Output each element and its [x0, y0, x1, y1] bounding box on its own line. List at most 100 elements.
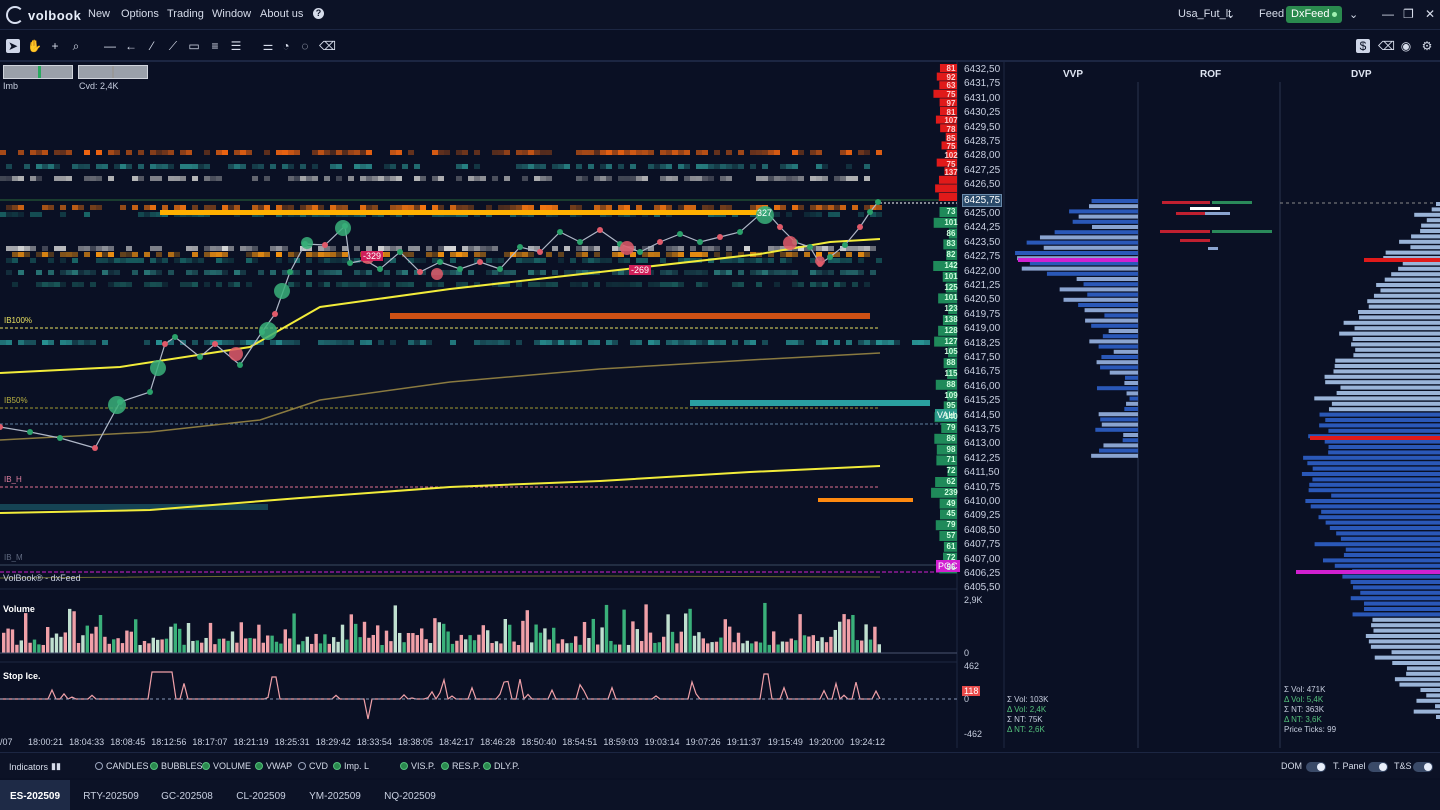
- tab-rty[interactable]: RTY-202509: [83, 791, 139, 802]
- vvp-bar: [1078, 303, 1138, 307]
- menu-about[interactable]: About us: [260, 8, 304, 20]
- heatmap-cell: [342, 205, 348, 210]
- menu-trading[interactable]: Trading: [167, 8, 204, 20]
- toggle-resp[interactable]: RES.P.: [441, 761, 480, 771]
- volume-bar: [600, 627, 604, 653]
- feed-chevron-icon[interactable]: ⌄: [1349, 9, 1359, 21]
- volume-bar: [644, 604, 648, 653]
- time-label: 19:20:00: [808, 737, 844, 747]
- heatmap-cell: [414, 246, 420, 251]
- volume-bar: [222, 638, 226, 653]
- restore-icon[interactable]: ❐: [1403, 7, 1414, 21]
- clear-icon[interactable]: ⌫: [1378, 39, 1395, 53]
- heatmap-cell: [216, 252, 222, 257]
- workspace-select[interactable]: Usa_Fut_lt: [1178, 8, 1232, 20]
- heatmap-cell: [102, 246, 108, 251]
- dollar-icon[interactable]: $: [1356, 39, 1370, 53]
- candles-radio[interactable]: [95, 762, 103, 770]
- pointer-icon[interactable]: ➤: [6, 39, 20, 53]
- volume-bar: [653, 642, 657, 653]
- price-label: 6406,25: [964, 568, 1001, 579]
- heatmap-cell: [534, 282, 540, 287]
- comment-icon[interactable]: ◌: [301, 39, 309, 53]
- heatmap-cell: [618, 252, 624, 257]
- minimize-icon[interactable]: —: [1382, 7, 1394, 21]
- heatmap-cell: [690, 252, 696, 257]
- cvd-radio[interactable]: [298, 762, 306, 770]
- chevron-down-icon[interactable]: ⌄: [1226, 9, 1236, 21]
- record-icon[interactable]: ◉: [1400, 39, 1412, 53]
- menu-window[interactable]: Window: [212, 8, 252, 20]
- heatmap-cell: [720, 340, 726, 345]
- menu-options[interactable]: Options: [121, 8, 159, 20]
- bubbles-radio[interactable]: [150, 762, 158, 770]
- dom-toggle[interactable]: [1306, 762, 1326, 772]
- impl-radio[interactable]: [333, 762, 341, 770]
- crosshair-icon[interactable]: +: [51, 39, 59, 53]
- heatmap-cell: [318, 150, 324, 155]
- heatmap-cell: [834, 212, 840, 217]
- rectangle-icon[interactable]: ▭: [188, 39, 200, 53]
- heatmap-cell: [816, 340, 822, 345]
- eraser-icon[interactable]: ⌫: [319, 39, 336, 53]
- gear-icon[interactable]: ⚙: [1421, 39, 1433, 53]
- list-icon[interactable]: ☰: [230, 39, 242, 53]
- lines-icon[interactable]: ≡: [211, 39, 219, 53]
- hand-icon[interactable]: ✋: [27, 39, 42, 53]
- settings-sliders-icon[interactable]: ⚌: [262, 39, 274, 53]
- heatmap-cell: [798, 205, 804, 210]
- heatmap-cell: [36, 212, 42, 217]
- toggle-vwap[interactable]: VWAP: [255, 761, 292, 771]
- dvp-bar: [1340, 536, 1440, 541]
- heatmap-cell: [828, 205, 834, 210]
- heatmap-cell: [534, 164, 540, 169]
- tpanel-toggle[interactable]: [1368, 762, 1388, 772]
- bid-size: 45: [946, 509, 956, 519]
- zoom-icon[interactable]: ⌕: [72, 39, 80, 53]
- vvp-stats: Σ Vol: 103K Δ Vol: 2,4K Σ NT: 75K Δ NT: …: [1007, 695, 1048, 735]
- stop-ice-max-label: 462: [964, 661, 980, 671]
- volume-radio[interactable]: [202, 762, 210, 770]
- alert-icon[interactable]: ◔: [282, 39, 290, 53]
- volume-bar: [239, 622, 243, 653]
- help-icon[interactable]: ?: [313, 8, 324, 19]
- volume-bar: [213, 644, 217, 653]
- vwap-radio[interactable]: [255, 762, 263, 770]
- vvp-bar: [1098, 344, 1138, 349]
- ray-icon[interactable]: ←: [125, 39, 137, 53]
- heatmap-cell: [18, 270, 24, 275]
- volume-bar: [538, 632, 543, 653]
- hline-icon[interactable]: —: [104, 39, 116, 53]
- tab-nq[interactable]: NQ-202509: [384, 791, 436, 802]
- ruler-icon[interactable]: ⟋: [168, 39, 178, 53]
- heatmap-cell: [330, 150, 336, 155]
- resp-radio[interactable]: [441, 762, 449, 770]
- heatmap-cell: [816, 246, 822, 251]
- trendline-icon[interactable]: ⁄: [150, 39, 153, 53]
- ts-toggle[interactable]: [1413, 762, 1433, 772]
- toggle-volume[interactable]: VOLUME: [202, 761, 251, 771]
- heatmap-cell: [702, 164, 708, 169]
- chart-area[interactable]: [0, 62, 1440, 748]
- toggle-visp[interactable]: VIS.P.: [400, 761, 435, 771]
- toggle-dlyp[interactable]: DLY.P.: [483, 761, 520, 771]
- dvp-bar: [1325, 520, 1440, 525]
- tab-ym[interactable]: YM-202509: [309, 791, 361, 802]
- toggle-bubbles[interactable]: BUBBLES: [150, 761, 203, 771]
- menu-new[interactable]: New: [88, 8, 111, 20]
- feed-status-badge[interactable]: DxFeed: [1286, 6, 1342, 23]
- heatmap-cell: [144, 270, 150, 275]
- heatmap-cell: [690, 258, 696, 263]
- toggle-candles[interactable]: CANDLES: [95, 761, 149, 771]
- visp-radio[interactable]: [400, 762, 408, 770]
- toggle-impl[interactable]: Imp. L: [333, 761, 369, 771]
- heatmap-cell: [402, 270, 408, 275]
- toggle-cvd[interactable]: CVD: [298, 761, 328, 771]
- close-icon[interactable]: ✕: [1425, 7, 1436, 21]
- tab-es[interactable]: ES-202509: [0, 780, 70, 810]
- tab-cl[interactable]: CL-202509: [236, 791, 286, 802]
- dlyp-radio[interactable]: [483, 762, 491, 770]
- volume-bar: [63, 632, 67, 653]
- tab-gc[interactable]: GC-202508: [161, 791, 213, 802]
- indicators-button[interactable]: Indicators ▮▮: [9, 761, 61, 772]
